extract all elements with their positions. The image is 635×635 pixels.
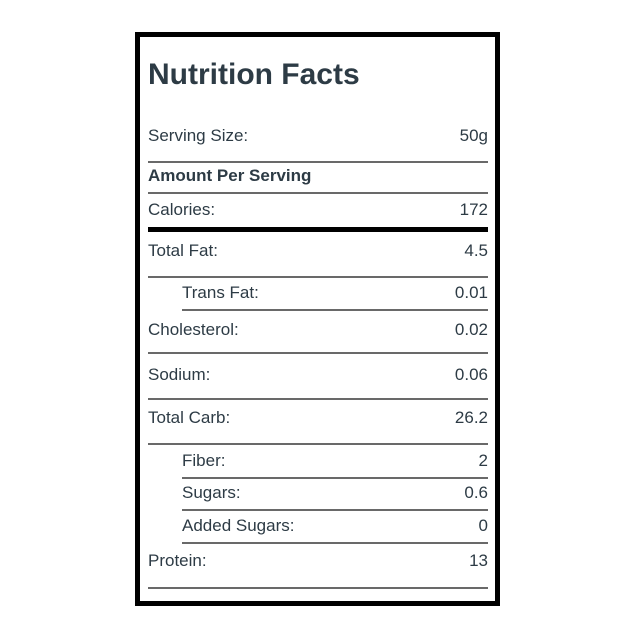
nutrient-label: Total Carb: [148, 408, 231, 427]
nutrient-label: Sugars: [182, 483, 241, 502]
nutrient-label: Added Sugars: [182, 516, 295, 535]
row-fiber: Fiber: 2 [182, 445, 488, 479]
nutrient-value: 50g [459, 126, 488, 145]
nutrient-value: 0.6 [464, 483, 488, 502]
row-sodium: Sodium: 0.06 [148, 354, 488, 400]
nutrient-label: Trans Fat: [182, 283, 259, 302]
nutrient-value: 0.01 [454, 283, 488, 302]
nutrient-value: 0 [478, 516, 488, 535]
nutrient-value: 4.5 [464, 241, 488, 260]
nutrient-label: Total Fat: [148, 241, 218, 260]
row-trans-fat: Trans Fat: 0.01 [182, 278, 488, 311]
panel-title: Nutrition Facts [148, 58, 360, 91]
nutrient-label: Cholesterol: [148, 320, 239, 339]
nutrient-value: 0.06 [454, 365, 488, 384]
nutrient-value: 172 [459, 200, 488, 219]
nutrient-value: 2 [478, 451, 488, 470]
row-serving-size: Serving Size: 50g [148, 125, 488, 163]
nutrient-label: Calories: [148, 200, 216, 219]
row-sugars: Sugars: 0.6 [182, 479, 488, 511]
nutrient-label: Fiber: [182, 451, 226, 470]
row-calories: Calories: 172 [148, 194, 488, 232]
row-total-fat: Total Fat: 4.5 [148, 232, 488, 278]
nutrient-value: 26.2 [454, 408, 488, 427]
row-added-sugars: Added Sugars: 0 [182, 511, 488, 544]
row-protein: Protein: 13 [148, 544, 488, 589]
row-cholesterol: Cholesterol: 0.02 [148, 311, 488, 354]
row-total-carb: Total Carb: 26.2 [148, 400, 488, 445]
nutrient-value: 13 [469, 551, 488, 570]
section-heading: Amount Per Serving [148, 166, 312, 185]
nutrition-facts-panel: Nutrition Facts Serving Size: 50g Amount… [135, 32, 500, 606]
nutrient-label: Sodium: [148, 365, 211, 384]
nutrient-label: Protein: [148, 551, 207, 570]
row-amount-per-serving: Amount Per Serving [148, 163, 488, 194]
nutrient-value: 0.02 [454, 320, 488, 339]
nutrient-label: Serving Size: [148, 126, 249, 145]
